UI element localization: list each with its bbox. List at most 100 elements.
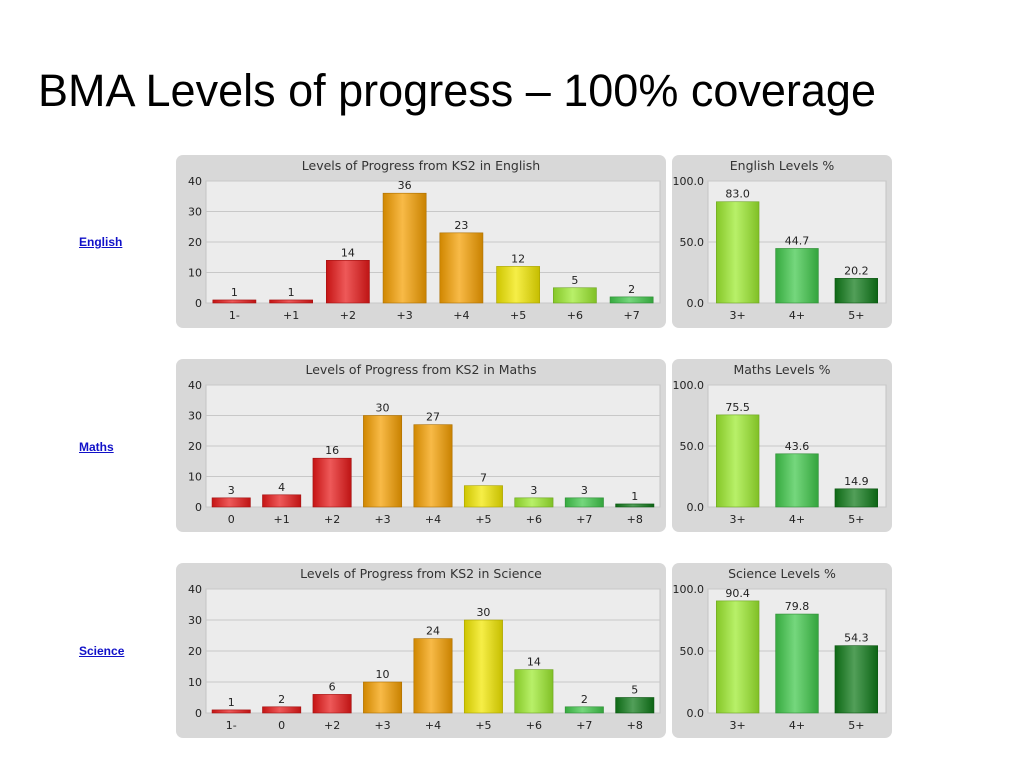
data-label: 16 xyxy=(325,444,339,457)
x-tick-label: 0 xyxy=(228,513,235,526)
bar xyxy=(312,457,352,508)
bar xyxy=(211,497,251,508)
bar xyxy=(615,697,655,714)
data-label: 10 xyxy=(376,668,390,681)
chart-title: Levels of Progress from KS2 in English xyxy=(301,158,541,173)
data-label: 90.4 xyxy=(725,587,750,600)
x-tick-label: +6 xyxy=(567,309,583,322)
x-tick-label: +1 xyxy=(283,309,299,322)
x-tick-label: 5+ xyxy=(848,309,864,322)
bar xyxy=(382,192,427,304)
bar xyxy=(463,619,503,714)
data-label: 5 xyxy=(571,274,578,287)
data-label: 2 xyxy=(581,693,588,706)
data-label: 44.7 xyxy=(785,234,810,247)
x-tick-label: +3 xyxy=(374,513,390,526)
bar xyxy=(609,296,654,304)
y-tick-label: 100.0 xyxy=(673,583,705,596)
bar xyxy=(269,299,313,304)
x-tick-label: 1- xyxy=(229,309,240,322)
y-tick-label: 50.0 xyxy=(680,440,705,453)
data-label: 2 xyxy=(278,693,285,706)
x-tick-label: 4+ xyxy=(789,309,805,322)
x-tick-label: +5 xyxy=(475,513,491,526)
x-tick-label: +7 xyxy=(624,309,640,322)
maths-link[interactable]: Maths xyxy=(79,440,114,454)
x-tick-label: +5 xyxy=(475,719,491,732)
y-tick-label: 10 xyxy=(188,471,202,484)
y-tick-label: 40 xyxy=(188,583,202,596)
slide-title: BMA Levels of progress – 100% coverage xyxy=(38,65,876,116)
y-tick-label: 50.0 xyxy=(680,645,705,658)
maths-levels-chart: Maths Levels % 0.0 50.0 100.0 75.5 3+ 43.6 4+ 1… xyxy=(672,359,892,532)
bar xyxy=(262,706,302,714)
data-label: 5 xyxy=(631,684,638,697)
x-tick-label: +2 xyxy=(340,309,356,322)
y-tick-label: 0 xyxy=(195,501,202,514)
data-label: 75.5 xyxy=(725,401,750,414)
y-tick-label: 40 xyxy=(188,175,202,188)
data-label: 14 xyxy=(341,246,355,259)
science-link[interactable]: Science xyxy=(79,644,125,658)
data-label: 1 xyxy=(631,490,638,503)
chart-title: Science Levels % xyxy=(728,566,836,581)
y-tick-label: 30 xyxy=(188,206,202,219)
bar xyxy=(834,488,878,508)
data-label: 36 xyxy=(398,179,412,192)
data-label: 2 xyxy=(628,283,635,296)
data-label: 30 xyxy=(476,606,490,619)
data-label: 24 xyxy=(426,625,440,638)
bar xyxy=(716,201,760,304)
bar xyxy=(211,709,251,714)
x-tick-label: 0 xyxy=(278,719,285,732)
y-tick-label: 20 xyxy=(188,236,202,249)
data-label: 43.6 xyxy=(785,440,810,453)
chart-title: Levels of Progress from KS2 in Science xyxy=(300,566,542,581)
data-label: 23 xyxy=(454,219,468,232)
x-tick-label: +5 xyxy=(510,309,526,322)
bar xyxy=(564,497,604,508)
maths-progress-chart: Levels of Progress from KS2 in Maths 0 10… xyxy=(176,359,666,532)
english-levels-chart: English Levels % 0.0 50.0 100.0 83.0 3+ 44.7 4… xyxy=(672,155,892,328)
chart-title: Levels of Progress from KS2 in Maths xyxy=(305,362,537,377)
bar xyxy=(553,287,597,304)
data-label: 27 xyxy=(426,411,440,424)
chart-title: Maths Levels % xyxy=(733,362,831,377)
bar xyxy=(775,248,819,304)
data-label: 4 xyxy=(278,481,285,494)
science-levels-chart-svg: 0.0 50.0 100.0 90.4 3+ 79.8 4+ 54.3 5+ xyxy=(673,583,887,732)
english-link[interactable]: English xyxy=(79,235,123,249)
x-tick-label: +1 xyxy=(274,513,290,526)
x-tick-label: +4 xyxy=(453,309,469,322)
science-progress-chart: Levels of Progress from KS2 in Science 0… xyxy=(176,563,666,738)
x-tick-label: +8 xyxy=(627,719,643,732)
x-tick-label: +6 xyxy=(526,513,542,526)
bar xyxy=(463,485,503,508)
y-tick-label: 50.0 xyxy=(680,236,705,249)
bar xyxy=(262,494,302,508)
chart-title: English Levels % xyxy=(729,158,835,173)
bar xyxy=(212,299,257,304)
data-label: 7 xyxy=(480,472,487,485)
data-label: 6 xyxy=(329,680,336,693)
bar xyxy=(834,645,878,714)
data-label: 3 xyxy=(228,484,235,497)
bar xyxy=(496,266,540,304)
data-label: 3 xyxy=(530,484,537,497)
x-tick-label: +4 xyxy=(425,719,441,732)
x-tick-label: +7 xyxy=(576,513,592,526)
x-tick-label: +3 xyxy=(397,309,413,322)
y-tick-label: 10 xyxy=(188,676,202,689)
bar xyxy=(716,600,760,714)
data-label: 3 xyxy=(581,484,588,497)
english-levels-chart-svg: 0.0 50.0 100.0 83.0 3+ 44.7 4+ 20.2 5+ xyxy=(673,175,887,322)
data-label: 1 xyxy=(228,696,235,709)
x-tick-label: 3+ xyxy=(730,513,746,526)
bar xyxy=(312,694,352,714)
y-tick-label: 10 xyxy=(188,267,202,280)
y-tick-label: 100.0 xyxy=(673,379,705,392)
y-tick-label: 0.0 xyxy=(687,501,705,514)
x-tick-label: 3+ xyxy=(730,309,746,322)
y-tick-label: 0.0 xyxy=(687,707,705,720)
